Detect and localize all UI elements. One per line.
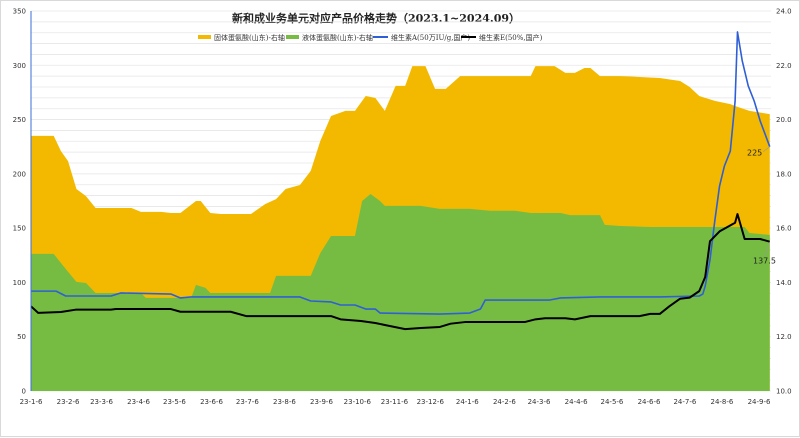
x-tick-label: 23-6-6 bbox=[200, 398, 223, 406]
legend-swatch-1 bbox=[286, 35, 299, 39]
x-tick-label: 23-4-6 bbox=[127, 398, 150, 406]
y-right-tick-label: 14.0 bbox=[776, 279, 792, 287]
data-label-leader bbox=[764, 241, 771, 256]
legend-label: 维生素A(50万IU/g,国产) bbox=[391, 33, 470, 42]
x-tick-label: 23-1-6 bbox=[20, 398, 43, 406]
y-left-tick-label: 100 bbox=[13, 279, 26, 287]
x-tick-label: 23-7-6 bbox=[236, 398, 259, 406]
y-right-tick-label: 16.0 bbox=[776, 225, 792, 233]
x-tick-label: 24-2-6 bbox=[493, 398, 516, 406]
y-left-tick-label: 150 bbox=[13, 225, 26, 233]
y-left-tick-label: 0 bbox=[22, 388, 26, 396]
y-left-tick-label: 200 bbox=[13, 170, 26, 178]
x-tick-label: 23-8-6 bbox=[273, 398, 296, 406]
x-tick-label: 23-11-6 bbox=[381, 398, 409, 406]
x-tick-label: 23-2-6 bbox=[57, 398, 80, 406]
series-2-line bbox=[31, 31, 771, 315]
x-tick-label: 23-5-6 bbox=[163, 398, 186, 406]
x-tick-label: 23-10-6 bbox=[344, 398, 372, 406]
x-tick-label: 24-9-6 bbox=[748, 398, 771, 406]
x-tick-label: 23-9-6 bbox=[310, 398, 333, 406]
x-tick-label: 23-12-6 bbox=[417, 398, 445, 406]
data-label-ve: 137.5 bbox=[753, 257, 776, 266]
chart-title: 新和成业务单元对应产品价格走势（2023.1~2024.09） bbox=[232, 11, 520, 25]
x-tick-label: 24-1-6 bbox=[456, 398, 479, 406]
y-left-tick-label: 350 bbox=[13, 8, 26, 16]
data-label-leader bbox=[762, 146, 770, 152]
x-tick-label: 23-3-6 bbox=[90, 398, 113, 406]
legend-label: 固体蛋氨酸(山东)-右轴 bbox=[214, 33, 285, 42]
y-right-tick-label: 24.0 bbox=[776, 8, 792, 16]
x-tick-label: 24-8-6 bbox=[711, 398, 734, 406]
series-3-line bbox=[30, 213, 771, 331]
y-right-tick-label: 20.0 bbox=[776, 116, 792, 124]
x-tick-label: 24-6-6 bbox=[638, 398, 661, 406]
x-tick-label: 24-7-6 bbox=[673, 398, 696, 406]
legend-label: 液体蛋氨酸(山东)-右轴 bbox=[302, 33, 373, 42]
data-label-va: 225 bbox=[747, 149, 762, 158]
y-left-tick-label: 250 bbox=[13, 116, 26, 124]
y-right-tick-label: 12.0 bbox=[776, 333, 792, 341]
x-tick-label: 24-3-6 bbox=[528, 398, 551, 406]
y-right-tick-label: 10.0 bbox=[776, 388, 792, 396]
y-left-tick-label: 50 bbox=[17, 333, 26, 341]
x-tick-label: 24-4-6 bbox=[565, 398, 588, 406]
legend-label: 维生素E(50%,国产) bbox=[479, 33, 543, 42]
y-right-tick-label: 18.0 bbox=[776, 170, 792, 178]
y-left-tick-label: 300 bbox=[13, 62, 26, 70]
y-right-tick-label: 22.0 bbox=[776, 62, 792, 70]
legend-swatch-0 bbox=[198, 35, 211, 39]
series-1-area bbox=[31, 193, 770, 391]
x-tick-label: 24-5-6 bbox=[601, 398, 624, 406]
